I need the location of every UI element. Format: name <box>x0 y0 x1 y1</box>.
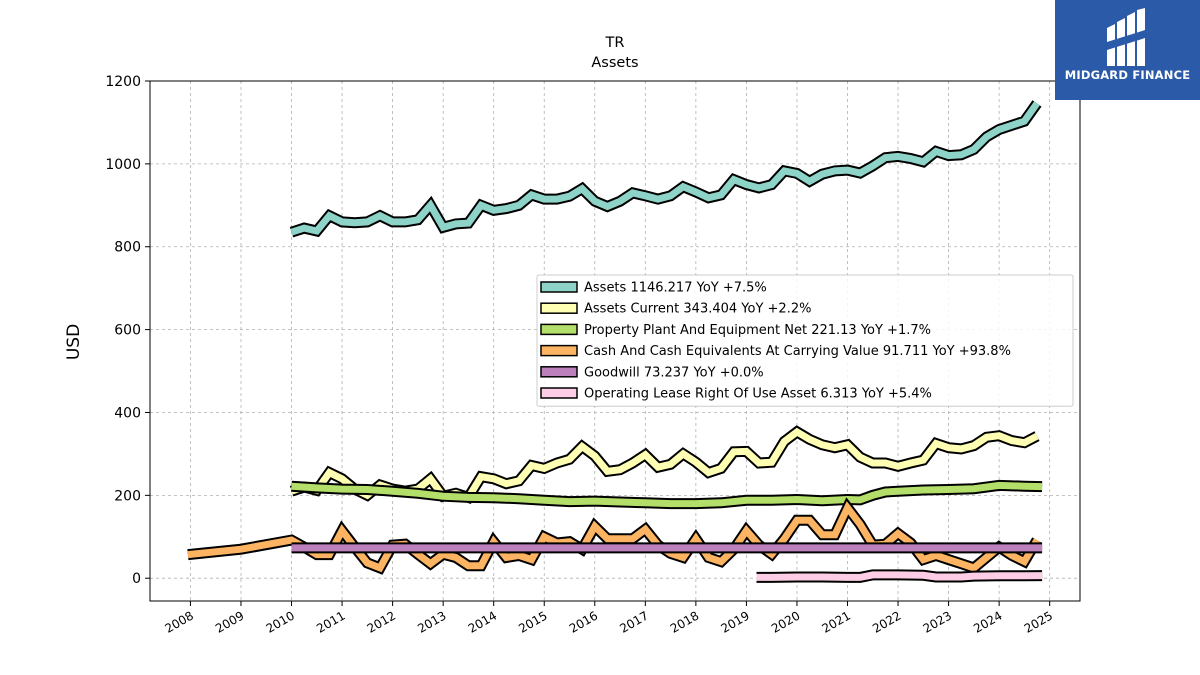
y-tick-label: 400 <box>114 405 141 421</box>
brand-logo: MIDGARD FINANCE <box>1055 0 1200 100</box>
x-tick-label: 2022 <box>870 608 903 635</box>
legend-swatch <box>540 366 578 378</box>
x-tick-label: 2018 <box>668 608 701 635</box>
x-tick-label: 2025 <box>1022 608 1055 635</box>
x-tick-label: 2012 <box>365 608 398 635</box>
y-tick-label: 600 <box>114 323 141 339</box>
y-tick-label: 1000 <box>105 157 141 173</box>
series-line <box>187 497 1042 575</box>
series-path <box>291 481 1043 508</box>
legend-item: Operating Lease Right Of Use Asset 6.313… <box>540 387 932 402</box>
x-tick-label: 2016 <box>567 608 600 635</box>
chart-title: TR <box>605 35 625 51</box>
x-tick-label: 2017 <box>617 608 650 635</box>
x-tick-label: 2014 <box>466 608 499 635</box>
legend-label: Operating Lease Right Of Use Asset 6.313… <box>584 387 932 402</box>
series-path <box>290 101 1040 236</box>
legend-item: Assets 1146.217 YoY +7.5% <box>540 281 767 296</box>
x-tick-label: 2008 <box>162 608 195 635</box>
legend-label: Goodwill 73.237 YoY +0.0% <box>584 365 764 380</box>
x-tick-label: 2009 <box>213 608 246 635</box>
series-outline <box>289 100 1042 238</box>
legend-item: Goodwill 73.237 YoY +0.0% <box>540 365 764 380</box>
y-tick-label: 1200 <box>105 74 141 90</box>
y-tick-label: 200 <box>114 488 141 504</box>
x-tick-label: 2010 <box>264 608 297 635</box>
legend-swatch <box>540 323 578 336</box>
x-tick-label: 2024 <box>971 608 1004 635</box>
legend-label: Property Plant And Equipment Net 221.13 … <box>584 323 931 338</box>
series-line <box>756 569 1043 583</box>
legend-label: Assets 1146.217 YoY +7.5% <box>584 281 767 296</box>
x-tick-label: 2020 <box>769 608 802 635</box>
legend-swatch <box>540 281 578 293</box>
legend-swatch <box>540 387 578 399</box>
legend-label: Assets Current 343.404 YoY +2.2% <box>584 302 811 317</box>
y-axis-label: USD <box>64 324 84 360</box>
series-path <box>756 571 1043 581</box>
legend-item: Cash And Cash Equivalents At Carrying Va… <box>540 344 1011 359</box>
legend-swatch <box>540 302 578 314</box>
x-tick-label: 2023 <box>921 608 954 635</box>
legend: Assets 1146.217 YoY +7.5% Assets Current … <box>536 274 1074 407</box>
chart-subtitle: Assets <box>591 55 638 71</box>
series-line <box>289 100 1042 238</box>
x-tick-label: 2019 <box>718 608 751 635</box>
series-layer <box>187 100 1043 583</box>
x-tick-label: 2011 <box>314 608 347 635</box>
series-line <box>291 479 1043 510</box>
x-tick-label: 2021 <box>820 608 853 635</box>
midgard-m-icon <box>1107 8 1145 66</box>
y-tick-label: 0 <box>132 571 141 587</box>
legend-swatch <box>540 344 578 357</box>
brand-logo-text: MIDGARD FINANCE <box>1064 68 1191 82</box>
x-tick-label: 2015 <box>516 608 549 635</box>
y-tick-label: 800 <box>114 240 141 256</box>
x-tick-label: 2013 <box>415 608 448 635</box>
legend-label: Cash And Cash Equivalents At Carrying Va… <box>584 344 1011 359</box>
legend-item: Property Plant And Equipment Net 221.13 … <box>540 323 931 338</box>
plot-frame <box>149 80 1081 602</box>
legend-box <box>536 274 1074 407</box>
legend-item: Assets Current 343.404 YoY +2.2% <box>540 302 811 317</box>
